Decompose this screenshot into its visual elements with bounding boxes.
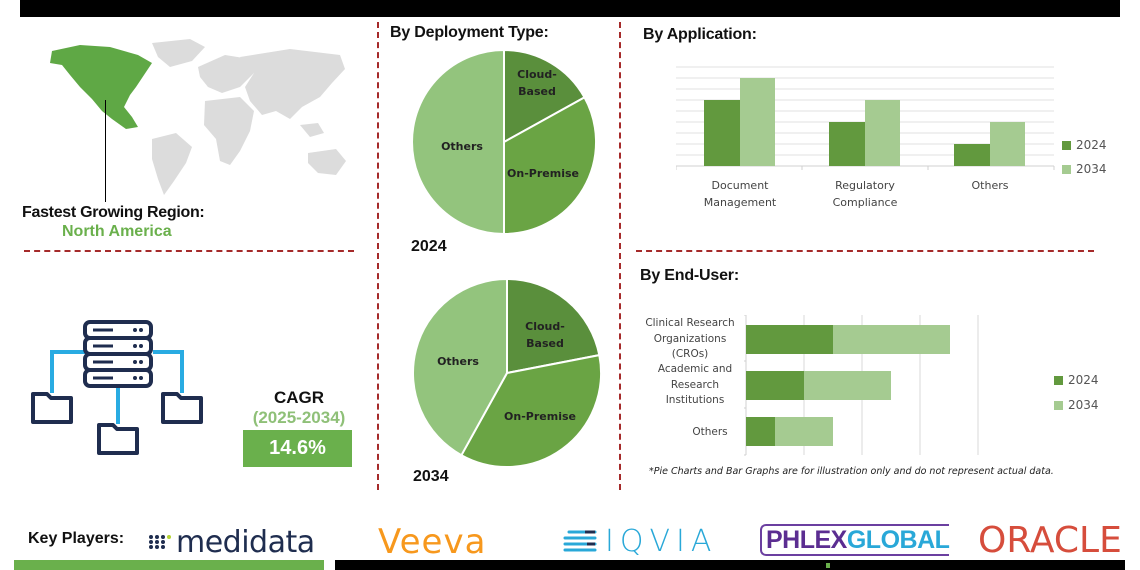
logo-veeva: Veeva [378, 522, 487, 562]
region-label: Fastest Growing Region: [22, 204, 205, 221]
legend-swatch-2034 [1062, 164, 1071, 174]
eu-legend-2034: 2034 [1054, 398, 1099, 412]
iqvia-lines-icon [563, 530, 597, 551]
legend-label: 2024 [1068, 373, 1099, 387]
legend-label: 2034 [1068, 398, 1099, 412]
medidata-dots-icon [149, 535, 171, 549]
key-players-label: Key Players: [28, 530, 125, 547]
legend-swatch-2024 [1062, 140, 1071, 150]
cagr-title: CAGR [273, 388, 325, 407]
eu-label-acad-line3: Institutions [665, 394, 725, 406]
eu-label-cro-line2: Organizations [653, 332, 727, 345]
divider-left [377, 22, 379, 490]
logo-iqvia: IQVIA [563, 524, 717, 559]
app-label-regulatory-compliance: Regulatory Compliance [815, 177, 915, 211]
pie-chart-2034 [412, 277, 602, 469]
app-legend-2034: 2034 [1062, 162, 1107, 176]
legend-label: 2034 [1076, 162, 1107, 176]
end-user-title: By End-User: [640, 267, 739, 284]
logo-phlexglobal: PHLEX GLOBAL [760, 524, 950, 556]
pie2034-label-others: Others [437, 355, 479, 368]
eu-label-acad-line2: Research [670, 378, 720, 391]
eu-label-cros: Clinical Research Organizations (CROs) [640, 316, 740, 363]
region-pointer-line [105, 100, 106, 202]
footnote: *Pie Charts and Bar Graphs are for illus… [649, 466, 1054, 477]
pie2024-label-onprem: On-Premise [507, 167, 579, 180]
app-label-doc-line2: Management [703, 196, 777, 209]
legend-label: 2024 [1076, 138, 1107, 152]
eu-legend-2024: 2024 [1054, 373, 1099, 387]
header-banner [20, 0, 1120, 17]
eu-label-academic: Academic and Research Institutions [650, 362, 740, 409]
app-legend-2024: 2024 [1062, 138, 1107, 152]
end-user-bar-chart [742, 314, 984, 457]
pie2034-label-cloud: Cloud- Based [520, 318, 570, 352]
application-bar-chart [675, 62, 1056, 172]
app-label-reg-line2: Compliance [832, 196, 898, 209]
logo-iqvia-text: IQVIA [605, 524, 718, 559]
pie2024-label-cloud: Cloud- Based [512, 66, 562, 100]
app-label-doc-line1: Document [711, 179, 769, 192]
pie2034-label-cloud-line2: Based [526, 337, 564, 350]
logo-medidata: medidata [148, 524, 315, 560]
footer-marker [826, 563, 830, 568]
divider-application [636, 250, 1094, 252]
eu-label-acad-line1: Academic and [657, 363, 733, 375]
cagr-period: (2025-2034) [252, 408, 346, 427]
pie-chart-2024 [411, 48, 598, 236]
region-value: North America [62, 223, 172, 240]
deployment-title: By Deployment Type: [390, 24, 549, 41]
app-label-document-management: Document Management [690, 177, 790, 211]
app-label-others: Others [971, 179, 1009, 192]
app-label-reg-line1: Regulatory [835, 179, 895, 192]
pie2024-label-others: Others [441, 140, 483, 153]
logo-medidata-text: medidata [176, 524, 315, 560]
pie2034-label-cloud-line1: Cloud- [525, 320, 565, 333]
eu-label-cro-line3: (CROs) [671, 348, 709, 360]
logo-oracle: ORACLE [978, 520, 1122, 561]
logo-global-text: GLOBAL [846, 525, 950, 554]
divider-right [619, 22, 621, 490]
footer-bar-green [14, 560, 324, 570]
pie2024-label-cloud-line1: Cloud- [517, 68, 557, 81]
cagr-value: 14.6% [243, 430, 352, 467]
application-title: By Application: [643, 26, 757, 43]
world-map [40, 35, 360, 205]
pie2024-label-cloud-line2: Based [518, 85, 556, 98]
eu-label-cro-line1: Clinical Research [645, 317, 735, 329]
server-network-icon [25, 318, 215, 458]
legend-swatch-2024 [1054, 375, 1063, 385]
pie2034-label-onprem: On-Premise [504, 410, 576, 423]
eu-label-others: Others [692, 426, 728, 438]
pie2034-year: 2034 [413, 468, 449, 485]
world-map-icon [50, 39, 346, 195]
logo-phlex-text: PHLEX [766, 525, 847, 554]
divider-region [24, 250, 354, 252]
footer-bar-black [335, 560, 1125, 570]
legend-swatch-2034 [1054, 400, 1063, 410]
pie2024-year: 2024 [411, 238, 447, 255]
